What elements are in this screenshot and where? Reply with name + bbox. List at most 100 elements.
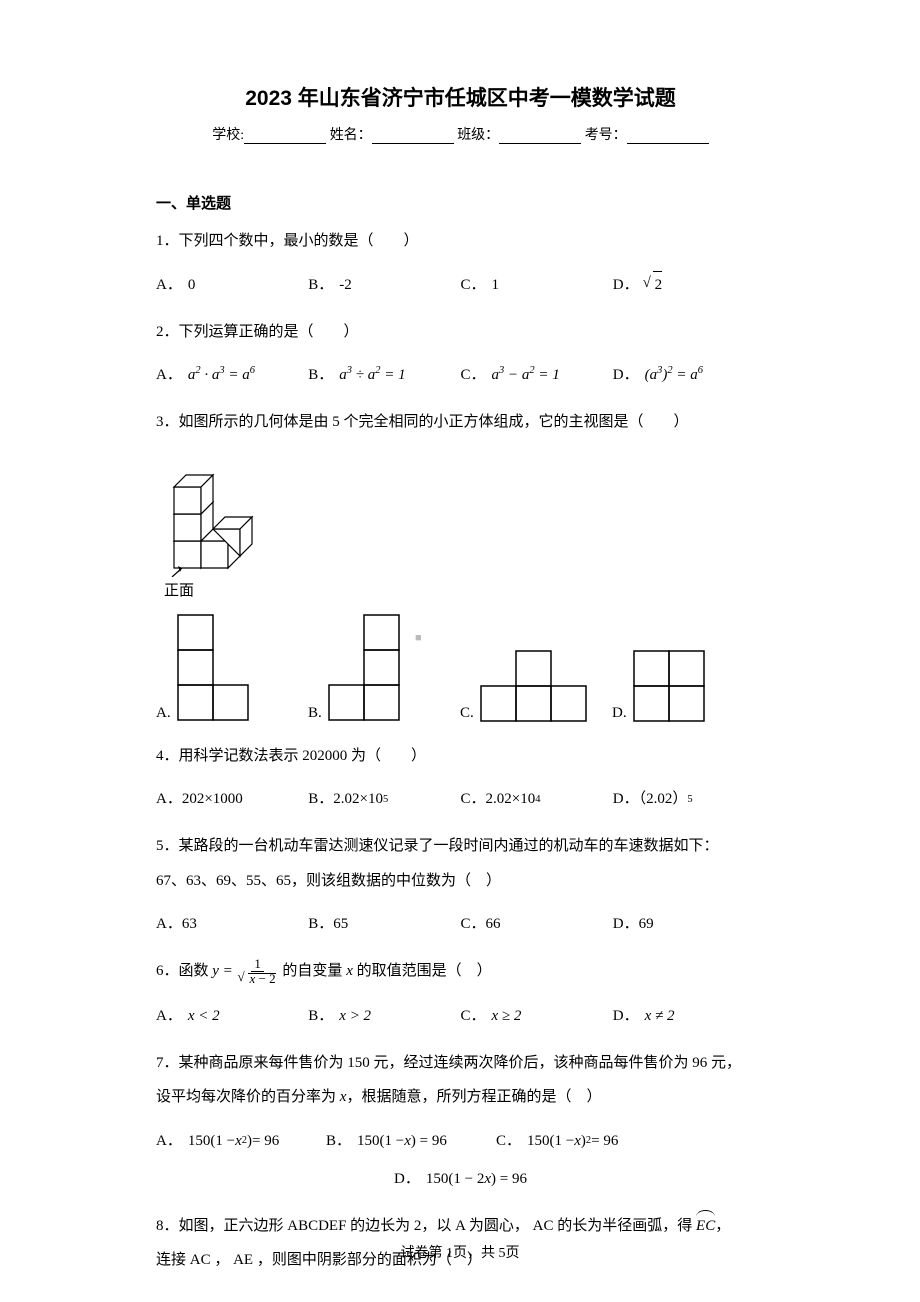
q1-options: A．0 B．-2 C．1 D．2 — [156, 270, 765, 300]
q5-text1: 5．某路段的一台机动车雷达测速仪记录了一段时间内通过的机动车的车速数据如下： — [156, 832, 765, 861]
q6-opt-a: A．x < 2 — [156, 1001, 308, 1031]
q6-d-label: D． — [613, 1001, 639, 1031]
q6-opt-c: C．x ≥ 2 — [461, 1001, 613, 1031]
q1-opt-a: A．0 — [156, 270, 308, 300]
class-label: 班级： — [457, 128, 499, 143]
q1-b-label: B． — [308, 270, 333, 300]
q4-opt-d: D．（2.02）5 — [613, 784, 765, 814]
examno-label: 考号： — [585, 128, 627, 143]
q2-opt-b: B．a3 ÷ a2 = 1 — [308, 360, 460, 390]
section-header: 一、单选题 — [156, 192, 765, 213]
q2-a-label: A． — [156, 360, 182, 390]
q4-opt-a: A．202×1000 — [156, 784, 308, 814]
q3-opt-c: C. — [460, 614, 612, 722]
q3-c-grid — [480, 650, 588, 722]
school-label: 学校: — [212, 128, 244, 143]
q5-opt-a: A．63 — [156, 909, 308, 939]
q4-b: B．2.02×10 — [308, 784, 383, 814]
q7-c-label: C． — [496, 1126, 521, 1156]
q3-a-letter: A. — [156, 705, 171, 722]
q3-b-grid — [328, 614, 400, 722]
q1-text: 1．下列四个数中，最小的数是（ ） — [156, 227, 765, 256]
q1-b-val: -2 — [339, 270, 352, 300]
q2-d-label: D． — [613, 360, 639, 390]
q4-opt-b: B．2.02×105 — [308, 784, 460, 814]
q3-front-label: 正面 — [164, 579, 765, 600]
q4-d-sup: 5 — [687, 789, 692, 810]
q5-b: B．65 — [308, 909, 348, 939]
q5-opt-b: B．65 — [308, 909, 460, 939]
q4-options: A．202×1000 B．2.02×105 C．2.02×104 D．（2.02… — [156, 784, 765, 814]
q6-a-label: A． — [156, 1001, 182, 1031]
examno-blank — [627, 143, 709, 144]
info-line: 学校: 姓名： 班级： 考号： — [156, 124, 765, 144]
q7-opt-d: D．150(1 − 2x) = 96 — [394, 1164, 527, 1194]
footer: 试卷第 1页，共 5页 — [0, 1242, 920, 1262]
q2-b-label: B． — [308, 360, 333, 390]
q2-opt-d: D．(a3)2 = a6 — [613, 360, 765, 390]
q1-opt-d: D．2 — [613, 270, 765, 300]
q5-d: D．69 — [613, 909, 654, 939]
q5-c: C．66 — [461, 909, 501, 939]
q3-opt-b: B. — [308, 614, 460, 722]
q6-mid: 的自变量 — [279, 963, 347, 979]
q8-t1: 8．如图，正六边形 ABCDEF 的边长为 2，以 A 为圆心， AC 的长为半… — [156, 1218, 696, 1234]
q2-text: 2．下列运算正确的是（ ） — [156, 318, 765, 347]
q6-c-label: C． — [461, 1001, 486, 1031]
q3-a-grid — [177, 614, 249, 722]
q3-opt-d: D. — [612, 614, 764, 722]
q8-t2: ， — [715, 1218, 730, 1234]
q6-options: A．x < 2 B．x > 2 C．x ≥ 2 D．x ≠ 2 — [156, 1001, 765, 1031]
q1-a-val: 0 — [188, 270, 196, 300]
q8-text1: 8．如图，正六边形 ABCDEF 的边长为 2，以 A 为圆心， AC 的长为半… — [156, 1212, 765, 1241]
q5-opt-d: D．69 — [613, 909, 765, 939]
q1-opt-b: B．-2 — [308, 270, 460, 300]
q7-text3: ，根据随意，所列方程正确的是（ ） — [346, 1089, 601, 1105]
q5-text2: 67、63、69、55、65，则该组数据的中位数为（ ） — [156, 867, 765, 896]
q7-text1: 7．某种商品原来每件售价为 150 元，经过连续两次降价后，该种商品每件售价为 … — [156, 1049, 765, 1078]
q6-post: 的取值范围是（ ） — [353, 963, 492, 979]
q3-grid-options: A. B. C. D. — [156, 614, 765, 722]
q2-c-expr: a3 − a2 = 1 — [492, 360, 560, 390]
q2-b-expr: a3 ÷ a2 = 1 — [339, 360, 405, 390]
q4-c: C．2.02×10 — [461, 784, 536, 814]
q1-c-val: 1 — [492, 270, 500, 300]
q6-text: 6．函数 y = 1x − 2 的自变量 x 的取值范围是（ ） — [156, 957, 765, 987]
q3-c-letter: C. — [460, 705, 474, 722]
q2-d-expr: (a3)2 = a6 — [645, 360, 703, 390]
q4-d: D．（2.02） — [613, 784, 688, 814]
title: 2023 年山东省济宁市任城区中考一模数学试题 — [156, 82, 765, 112]
q7-a-label: A． — [156, 1126, 182, 1156]
q1-a-label: A． — [156, 270, 182, 300]
q2-opt-a: A．a2 · a3 = a6 — [156, 360, 308, 390]
name-label: 姓名： — [330, 128, 372, 143]
q4-a: A．202×1000 — [156, 784, 243, 814]
q5-options: A．63 B．65 C．66 D．69 — [156, 909, 765, 939]
q6-opt-b: B．x > 2 — [308, 1001, 460, 1031]
q7-opt-a: A．150(1 − x2) = 96 — [156, 1126, 326, 1156]
q7-opt-b: B．150(1 − x) = 96 — [326, 1126, 496, 1156]
q1-d-label: D． — [613, 270, 639, 300]
q5-opt-c: C．66 — [461, 909, 613, 939]
q3-d-grid — [633, 650, 705, 722]
class-blank — [499, 143, 581, 144]
q1-c-label: C． — [461, 270, 486, 300]
q2-c-label: C． — [461, 360, 486, 390]
q6-opt-d: D．x ≠ 2 — [613, 1001, 765, 1031]
watermark: ■ — [415, 632, 422, 644]
q4-b-sup: 5 — [383, 789, 388, 810]
q3-b-letter: B. — [308, 705, 322, 722]
q6-pre: 6．函数 — [156, 963, 212, 979]
q5-a: A．63 — [156, 909, 197, 939]
q7-text2: 设平均每次降价的百分率为 — [156, 1089, 340, 1105]
q2-options: A．a2 · a3 = a6 B．a3 ÷ a2 = 1 C．a3 − a2 =… — [156, 360, 765, 390]
name-blank — [372, 143, 454, 144]
q3-opt-a: A. — [156, 614, 308, 722]
school-blank — [244, 143, 326, 144]
q7-options-1: A．150(1 − x2) = 96 B．150(1 − x) = 96 C．1… — [156, 1126, 765, 1156]
q7-opt-c: C．150(1 − x)2 = 96 — [496, 1126, 666, 1156]
q3-d-letter: D. — [612, 705, 627, 722]
q3-text: 3．如图所示的几何体是由 5 个完全相同的小正方体组成，它的主视图是（ ） — [156, 408, 765, 437]
q7-options-2: D．150(1 − 2x) = 96 — [156, 1164, 765, 1194]
q2-opt-c: C．a3 − a2 = 1 — [461, 360, 613, 390]
